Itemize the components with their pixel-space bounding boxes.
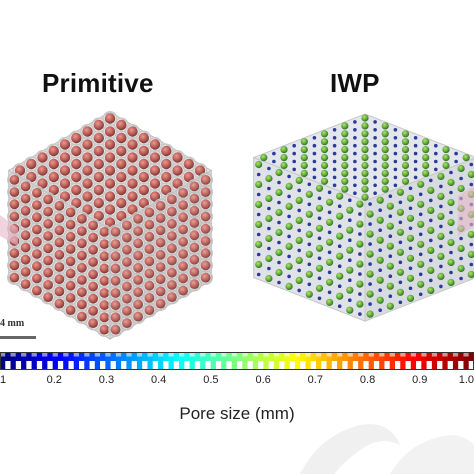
pore-size-colorbar (0, 352, 474, 370)
colorbar-tick-label: 0.9 (412, 374, 428, 386)
scale-bar-label: 4 mm (0, 318, 25, 329)
colorbar-tick-label: 1.0 (458, 374, 474, 386)
colorbar-title: Pore size (mm) (179, 404, 295, 423)
colorbar-tick-label: 0.3 (98, 374, 115, 386)
watermark-logo (300, 424, 474, 474)
colorbar-tick-label: 0.2 (46, 374, 62, 386)
colorbar-tick-label: 0.6 (255, 374, 271, 386)
colorbar-tick-label: 0.7 (307, 374, 323, 386)
colorbar-tick-label: 0.8 (359, 374, 376, 386)
colorbar-tick-label: 1 (0, 374, 7, 386)
colorbar-tick-label: 0.4 (151, 374, 167, 386)
colorbar-tick-label: 0.5 (203, 374, 219, 386)
primitive-cube (0, 110, 213, 340)
iwp-cube (252, 113, 474, 322)
scale-bar (0, 336, 36, 339)
primitive-title: Primitive (42, 68, 154, 98)
iwp-title: IWP (330, 68, 380, 98)
